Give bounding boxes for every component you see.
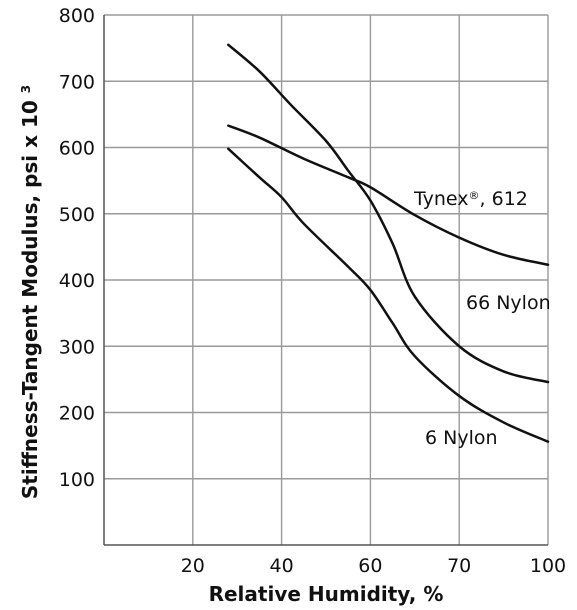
y-tick-label: 100	[59, 469, 95, 491]
x-tick-label: 40	[270, 555, 294, 577]
series-line-1	[227, 43, 550, 384]
x-tick-label: 60	[358, 555, 382, 577]
y-axis-title-main: Stiffness-Tangent Modulus, psi x 10	[18, 100, 42, 499]
x-tick-label: 70	[447, 555, 471, 577]
y-tick-label: 500	[59, 204, 95, 226]
series-label-suffix: , 612	[480, 188, 528, 210]
series-label-0: Tynex®, 612	[413, 188, 528, 210]
y-tick-label: 800	[59, 5, 95, 27]
series-labels: Tynex®, 612 66 Nylon 6 Nylon	[413, 188, 551, 449]
series-lines	[227, 43, 550, 443]
y-tick-label: 300	[59, 336, 95, 358]
series-label-2: 6 Nylon	[425, 427, 498, 449]
y-tick-label: 600	[59, 138, 95, 160]
y-axis-title: Stiffness-Tangent Modulus, psi x 10 3	[18, 85, 42, 499]
x-tick-label: 100	[530, 555, 566, 577]
series-line-0	[227, 124, 550, 267]
y-tick-label: 700	[59, 71, 95, 93]
series-line-2	[227, 147, 550, 443]
x-tick-label: 20	[181, 555, 205, 577]
axes	[103, 15, 548, 546]
grid-lines	[104, 14, 549, 545]
y-tick-label: 400	[59, 270, 95, 292]
y-tick-label: 200	[59, 403, 95, 425]
x-axis-title: Relative Humidity, %	[209, 582, 444, 606]
series-label-1: 66 Nylon	[466, 292, 551, 314]
series-label-main: Tynex	[413, 188, 469, 210]
y-axis-title-exponent: 3	[19, 85, 33, 93]
tick-labels: 100 200 300 400 500 600 700 800 20 40 60 70 100	[59, 5, 566, 577]
series-label-symbol: ®	[469, 189, 480, 202]
